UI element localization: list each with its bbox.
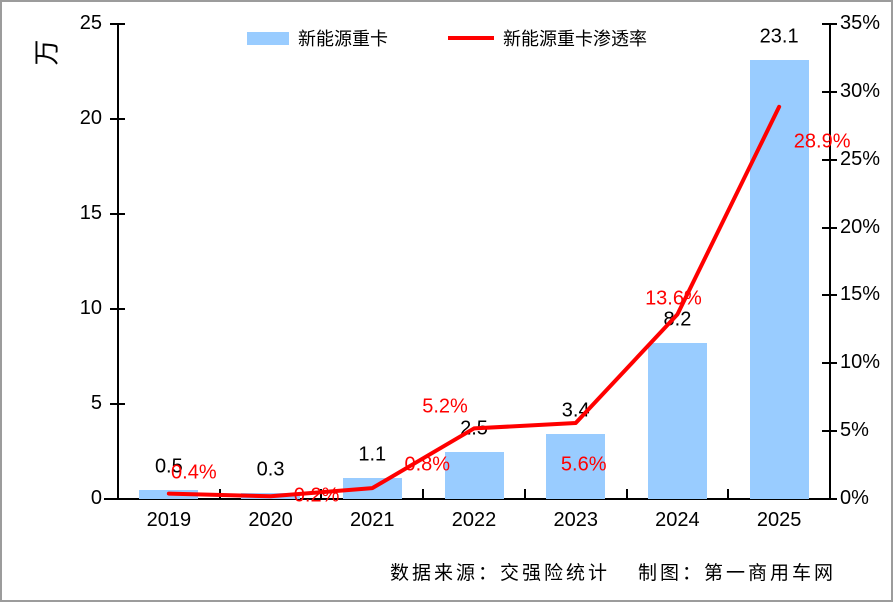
bar-2020 bbox=[241, 493, 301, 499]
y-left-tick bbox=[110, 403, 125, 405]
legend: 新能源重卡 新能源重卡渗透率 bbox=[247, 25, 647, 51]
source-note: 数据来源：交强险统计 制图：第一商用车网 bbox=[390, 558, 836, 585]
legend-item-line: 新能源重卡渗透率 bbox=[448, 25, 647, 51]
y-left-tick-label: 20 bbox=[79, 107, 102, 129]
bar-label-2025: 23.1 bbox=[759, 25, 799, 48]
x-axis bbox=[104, 498, 831, 500]
y-axis-left bbox=[117, 24, 119, 500]
y-right-tick-label: 20% bbox=[840, 215, 881, 238]
bar-2025 bbox=[749, 60, 809, 499]
x-label-2024: 2024 bbox=[655, 509, 700, 531]
line-legend-label: 新能源重卡渗透率 bbox=[503, 29, 647, 49]
x-axis-tick bbox=[218, 489, 221, 500]
y-left-tick bbox=[110, 308, 125, 310]
legend-item-bars: 新能源重卡 bbox=[247, 25, 388, 51]
x-axis-tick bbox=[117, 489, 119, 500]
x-axis-tick bbox=[625, 489, 628, 500]
rate-label-2021: 0.8% bbox=[404, 453, 451, 476]
y-right-tick bbox=[822, 23, 837, 25]
rate-label-2023: 5.6% bbox=[560, 453, 607, 476]
bar-legend-label: 新能源重卡 bbox=[298, 29, 388, 49]
x-label-2021: 2021 bbox=[350, 509, 395, 531]
y-left-tick bbox=[110, 213, 125, 215]
x-label-2023: 2023 bbox=[553, 509, 598, 531]
y-right-tick-label: 0% bbox=[840, 487, 869, 509]
line-legend-swatch bbox=[448, 36, 494, 40]
x-axis-tick bbox=[523, 489, 526, 500]
bar-label-2023: 3.4 bbox=[561, 399, 590, 422]
x-axis-tick bbox=[829, 489, 831, 500]
y-right-tick-label: 5% bbox=[840, 419, 869, 442]
y-right-tick bbox=[822, 158, 837, 161]
x-label-2022: 2022 bbox=[451, 509, 497, 531]
y-left-tick bbox=[110, 118, 125, 120]
x-label-2020: 2020 bbox=[248, 509, 293, 531]
y-left-tick-label: 10 bbox=[79, 297, 102, 319]
y-left-tick-label: 5 bbox=[90, 392, 102, 414]
y-right-tick-label: 30% bbox=[840, 79, 881, 102]
rate-label-2019: 0.4% bbox=[171, 461, 217, 484]
y-right-tick bbox=[822, 362, 837, 365]
y-left-tick bbox=[110, 23, 125, 25]
x-axis-tick bbox=[727, 489, 730, 500]
rate-label-2024: 13.6% bbox=[645, 287, 702, 310]
y-right-tick bbox=[822, 226, 837, 229]
credit-text: 制图：第一商用车网 bbox=[638, 563, 837, 584]
bar-label-2021: 1.1 bbox=[358, 443, 387, 466]
bar-2024 bbox=[647, 343, 707, 499]
rate-label-2020: 0.2% bbox=[293, 484, 340, 507]
y-right-tick-label: 15% bbox=[840, 283, 881, 306]
y-right-tick-label: 10% bbox=[840, 351, 881, 374]
bar-label-2022: 2.5 bbox=[460, 417, 488, 439]
y-right-tick bbox=[822, 90, 837, 93]
data-source-text: 数据来源：交强险统计 bbox=[390, 563, 611, 584]
x-label-2019: 2019 bbox=[146, 509, 192, 531]
rate-label-2022: 5.2% bbox=[422, 395, 468, 418]
y-left-tick-label: 15 bbox=[79, 202, 102, 224]
y-right-tick-label: 35% bbox=[840, 12, 881, 34]
bar-2019 bbox=[139, 489, 199, 499]
bar-2022 bbox=[444, 451, 504, 499]
x-axis-tick bbox=[422, 489, 425, 500]
y-axis-right bbox=[829, 24, 831, 500]
y-right-tick-label: 25% bbox=[840, 147, 881, 170]
bar-2021 bbox=[342, 478, 402, 499]
bar-label-2020: 0.3 bbox=[256, 458, 285, 481]
bar-legend-swatch bbox=[247, 31, 289, 45]
y-right-tick bbox=[822, 430, 837, 433]
y-left-tick-label: 0 bbox=[90, 487, 102, 509]
rate-label-2025: 28.9% bbox=[793, 130, 851, 153]
bar-label-2024: 8.2 bbox=[663, 308, 692, 331]
y-left-tick-label: 25 bbox=[79, 12, 102, 34]
y-right-tick bbox=[822, 294, 837, 297]
x-label-2025: 2025 bbox=[756, 509, 802, 531]
